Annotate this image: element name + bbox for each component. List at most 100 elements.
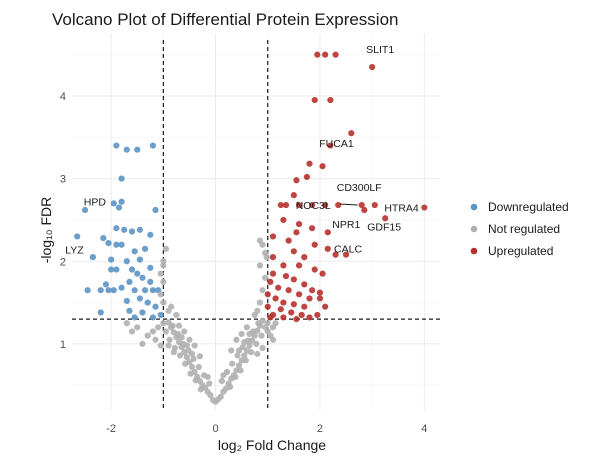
data-point <box>218 377 225 385</box>
data-point <box>342 251 350 258</box>
data-point <box>126 278 133 286</box>
data-point <box>277 306 284 313</box>
data-point <box>263 254 270 261</box>
data-point <box>280 314 287 321</box>
data-point <box>285 287 292 294</box>
data-point <box>204 373 211 381</box>
data-point <box>157 311 164 319</box>
data-point <box>322 201 329 209</box>
data-point <box>190 355 197 362</box>
data-point <box>113 225 120 232</box>
data-point <box>144 299 151 306</box>
data-point <box>115 204 123 211</box>
data-point <box>128 328 136 335</box>
axis-ticks: -2 0 2 4 1 2 3 4 <box>60 91 428 435</box>
data-point <box>110 287 117 294</box>
data-point <box>324 229 331 236</box>
chart-title: Volcano Plot of Differential Protein Exp… <box>52 10 399 29</box>
data-point <box>269 270 277 277</box>
data-point <box>165 319 172 326</box>
series-not-regulated <box>123 237 279 405</box>
data-point <box>335 201 342 209</box>
data-point <box>97 287 104 294</box>
data-point <box>280 262 287 269</box>
data-point <box>272 320 279 327</box>
data-point <box>166 336 173 343</box>
data-point <box>246 342 253 349</box>
gene-label: SLIT1 <box>366 44 394 56</box>
data-point <box>285 237 292 244</box>
data-point <box>303 173 310 181</box>
data-point <box>183 354 190 361</box>
data-point <box>369 63 376 71</box>
data-point <box>348 130 355 137</box>
data-point <box>188 363 196 371</box>
data-point <box>264 328 271 335</box>
data-point <box>165 307 172 314</box>
data-point <box>382 215 389 222</box>
legend-swatch <box>470 225 478 233</box>
x-tick-label: 0 <box>212 423 218 435</box>
data-point <box>241 339 248 346</box>
data-point <box>162 245 170 252</box>
data-point <box>269 233 277 240</box>
data-point <box>152 303 159 310</box>
data-point <box>182 360 189 367</box>
data-point <box>272 295 279 302</box>
data-point <box>290 248 297 255</box>
data-point <box>259 287 266 294</box>
data-point <box>121 226 128 233</box>
data-point <box>243 324 250 331</box>
data-point <box>301 254 308 261</box>
data-point <box>227 383 234 390</box>
data-point <box>319 163 326 170</box>
data-point <box>319 270 326 277</box>
data-point <box>235 347 243 354</box>
data-point <box>298 311 305 319</box>
data-point <box>149 142 157 149</box>
data-point <box>327 97 334 104</box>
data-point <box>178 334 185 341</box>
data-point <box>84 287 91 294</box>
y-tick-label: 1 <box>60 339 66 351</box>
data-point <box>123 146 130 153</box>
data-point <box>173 311 180 319</box>
data-point <box>197 386 205 393</box>
data-point <box>147 231 154 238</box>
data-point <box>242 357 249 364</box>
data-point <box>136 295 143 302</box>
data-point <box>118 284 125 291</box>
data-point <box>235 362 243 369</box>
data-point <box>311 97 318 104</box>
data-point <box>126 307 133 314</box>
data-point <box>175 322 183 329</box>
data-point <box>264 291 271 298</box>
legend-label: Not regulated <box>488 222 560 236</box>
data-point <box>327 142 334 149</box>
data-point <box>311 266 318 273</box>
data-point <box>139 340 146 347</box>
data-point <box>421 204 428 211</box>
data-point <box>157 291 164 298</box>
data-point <box>136 226 143 233</box>
gene-label: NPR1 <box>332 219 360 231</box>
data-point <box>195 363 202 371</box>
data-point <box>108 266 115 273</box>
data-point <box>229 360 236 367</box>
data-point <box>275 284 282 291</box>
data-point <box>256 299 264 306</box>
data-point <box>147 264 154 271</box>
gene-label: NOC3L <box>296 200 331 212</box>
legend-swatch <box>470 203 478 211</box>
data-point <box>233 336 240 343</box>
data-point <box>280 216 287 224</box>
data-point <box>290 276 297 283</box>
data-point <box>128 266 136 273</box>
data-point <box>196 353 203 360</box>
legend: Downregulated Not regulated Upregulated <box>470 200 569 258</box>
data-point <box>136 256 143 263</box>
series-downregulated <box>74 142 164 321</box>
data-point <box>324 245 331 252</box>
data-point <box>131 248 138 255</box>
data-point <box>264 320 271 327</box>
